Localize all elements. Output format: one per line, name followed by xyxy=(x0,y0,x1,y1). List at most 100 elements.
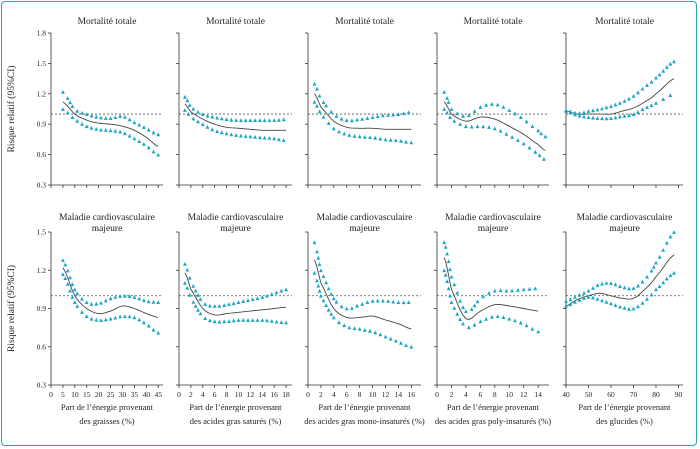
ci-lower-marker xyxy=(518,320,523,325)
ci-lower-marker xyxy=(193,304,198,308)
ci-upper-marker xyxy=(391,112,396,117)
ci-upper-marker xyxy=(315,249,319,254)
ci-upper-marker xyxy=(649,79,654,84)
ci-lower-marker xyxy=(458,317,462,321)
ci-upper-marker xyxy=(631,286,636,290)
x-tick-label: 15 xyxy=(83,390,91,399)
y-tick-label: 1.2 xyxy=(37,89,47,98)
panel-title: majeure xyxy=(349,224,380,234)
ci-upper-marker xyxy=(518,115,523,119)
ci-upper-marker xyxy=(123,293,127,298)
ci-upper-marker xyxy=(94,114,99,119)
ci-lower-marker xyxy=(542,157,546,161)
ci-upper-marker xyxy=(577,292,582,297)
ci-upper-marker xyxy=(391,299,396,304)
ci-lower-marker xyxy=(281,138,286,142)
ci-lower-marker xyxy=(312,100,317,104)
ci-lower-marker xyxy=(492,126,497,131)
ci-lower-marker xyxy=(452,119,457,123)
ci-upper-marker xyxy=(227,302,231,307)
ci-lower-marker xyxy=(564,304,568,308)
ci-lower-marker xyxy=(277,137,281,142)
x-tick-label: 90 xyxy=(675,390,683,399)
ci-lower-marker xyxy=(103,317,108,322)
x-tick-label: 2 xyxy=(450,390,454,399)
ci-lower-marker xyxy=(622,113,627,118)
ci-upper-marker xyxy=(582,290,586,295)
ci-lower-marker xyxy=(640,107,645,112)
ci-lower-marker xyxy=(137,317,142,322)
y-tick-label: 0.6 xyxy=(37,150,47,159)
ci-lower-marker xyxy=(399,340,403,345)
ci-lower-marker xyxy=(668,273,673,277)
ci-lower-marker xyxy=(645,297,649,301)
ci-upper-marker xyxy=(495,102,500,107)
ci-upper-marker xyxy=(640,279,645,284)
ci-lower-marker xyxy=(373,330,378,335)
ci-upper-marker xyxy=(274,290,279,295)
ci-lower-marker xyxy=(383,137,388,142)
ci-lower-marker xyxy=(445,279,449,283)
x-tick-label: 2 xyxy=(319,390,323,399)
ci-upper-marker xyxy=(191,284,196,288)
ci-upper-marker xyxy=(339,304,344,309)
x-tick-label: 25 xyxy=(107,390,115,399)
ci-upper-marker xyxy=(604,281,609,285)
y-axis-label: Risque relatif (95%CI) xyxy=(6,65,17,152)
ci-lower-marker xyxy=(458,122,462,126)
ci-upper-marker xyxy=(344,306,349,311)
ci-upper-marker xyxy=(445,96,449,100)
ci-upper-marker xyxy=(365,300,370,304)
ci-upper-marker xyxy=(370,299,375,303)
ci-upper-marker xyxy=(217,304,222,308)
ci-upper-marker xyxy=(631,93,636,98)
ci-lower-marker xyxy=(495,314,500,318)
ci-lower-marker xyxy=(196,307,200,312)
x-tick-label: 40 xyxy=(143,390,151,399)
ci-lower-marker xyxy=(399,138,403,143)
ci-lower-marker xyxy=(146,323,151,328)
x-tick-label: 10 xyxy=(506,390,514,399)
ci-lower-marker xyxy=(84,124,89,129)
ci-upper-marker xyxy=(321,100,326,104)
ci-lower-marker xyxy=(274,319,279,324)
ci-lower-marker xyxy=(317,289,322,293)
ci-lower-marker xyxy=(70,115,75,119)
ci-upper-marker xyxy=(272,118,277,122)
ci-upper-marker xyxy=(198,297,203,301)
ci-lower-marker xyxy=(388,137,393,142)
ci-lower-marker xyxy=(472,322,477,327)
ci-upper-marker xyxy=(80,296,84,301)
ci-upper-marker xyxy=(618,101,622,105)
ci-upper-marker xyxy=(513,111,517,116)
ci-upper-marker xyxy=(649,268,654,273)
ci-lower-marker xyxy=(604,299,609,304)
ci-upper-marker xyxy=(458,298,462,303)
ci-lower-marker xyxy=(80,310,84,314)
x-axis-label: des acides gras saturés (%) xyxy=(190,416,282,426)
ci-upper-marker xyxy=(472,109,477,113)
estimate-line xyxy=(565,78,675,115)
ci-lower-marker xyxy=(393,338,398,343)
x-tick-label: 50 xyxy=(585,390,593,399)
ci-upper-marker xyxy=(63,262,68,267)
ci-lower-marker xyxy=(649,292,654,297)
ci-upper-marker xyxy=(564,299,568,303)
ci-upper-marker xyxy=(396,300,401,304)
ci-lower-marker xyxy=(357,327,362,331)
ci-upper-marker xyxy=(70,104,75,108)
ci-upper-marker xyxy=(657,72,662,77)
ci-lower-marker xyxy=(337,320,341,325)
ci-lower-marker xyxy=(269,319,274,323)
ci-upper-marker xyxy=(613,282,618,287)
x-axis-label: des acides gras poly-insaturés (%) xyxy=(435,416,551,426)
ci-lower-marker xyxy=(404,343,408,347)
ci-lower-marker xyxy=(342,323,347,328)
ci-lower-marker xyxy=(253,134,257,139)
ci-upper-marker xyxy=(344,118,349,122)
ci-upper-marker xyxy=(645,83,649,87)
ci-upper-marker xyxy=(516,288,520,292)
ci-upper-marker xyxy=(255,296,260,300)
ci-lower-marker xyxy=(469,124,474,129)
